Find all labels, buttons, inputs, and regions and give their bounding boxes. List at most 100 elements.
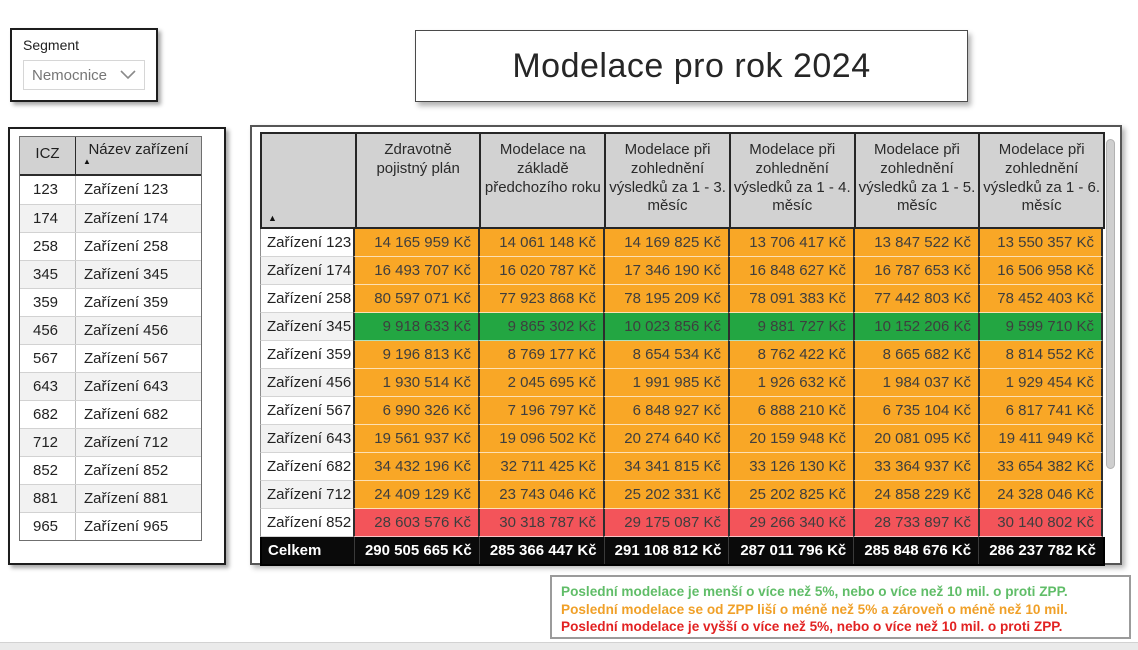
matrix-row-label[interactable]: Zařízení 345	[260, 313, 353, 341]
matrix-cell[interactable]: 14 169 825 Kč	[603, 229, 728, 257]
matrix-cell[interactable]: 8 769 177 Kč	[478, 341, 603, 369]
matrix-cell[interactable]: 25 202 331 Kč	[603, 481, 728, 509]
matrix-cell[interactable]: 7 196 797 Kč	[478, 397, 603, 425]
facility-row[interactable]: 258 Zařízení 258	[20, 232, 201, 260]
matrix-cell[interactable]: 30 318 787 Kč	[478, 509, 603, 537]
matrix-cell[interactable]: 78 195 209 Kč	[603, 285, 728, 313]
matrix-cell[interactable]: 20 159 948 Kč	[728, 425, 853, 453]
matrix-row-label[interactable]: Zařízení 567	[260, 397, 353, 425]
matrix-cell[interactable]: 19 411 949 Kč	[978, 425, 1103, 453]
matrix-cell[interactable]: 9 599 710 Kč	[978, 313, 1103, 341]
matrix-cell[interactable]: 14 061 148 Kč	[478, 229, 603, 257]
facility-row[interactable]: 965 Zařízení 965	[20, 512, 201, 540]
matrix-col-header[interactable]: Modelace při zohlednění výsledků za 1 - …	[728, 134, 854, 227]
matrix-cell[interactable]: 17 346 190 Kč	[603, 257, 728, 285]
matrix-cell[interactable]: 29 175 087 Kč	[603, 509, 728, 537]
matrix-row-label[interactable]: Zařízení 258	[260, 285, 353, 313]
matrix-cell[interactable]: 1 926 632 Kč	[728, 369, 853, 397]
facility-row[interactable]: 359 Zařízení 359	[20, 288, 201, 316]
matrix-cell[interactable]: 25 202 825 Kč	[728, 481, 853, 509]
matrix-cell[interactable]: 34 432 196 Kč	[353, 453, 478, 481]
matrix-cell[interactable]: 13 706 417 Kč	[728, 229, 853, 257]
matrix-cell[interactable]: 77 923 868 Kč	[478, 285, 603, 313]
matrix-cell[interactable]: 9 881 727 Kč	[728, 313, 853, 341]
matrix-cell[interactable]: 8 654 534 Kč	[603, 341, 728, 369]
matrix-cell[interactable]: 1 991 985 Kč	[603, 369, 728, 397]
matrix-cell[interactable]: 78 452 403 Kč	[978, 285, 1103, 313]
facility-row[interactable]: 174 Zařízení 174	[20, 204, 201, 232]
facility-header-icz[interactable]: ICZ	[35, 145, 60, 162]
matrix-cell[interactable]: 80 597 071 Kč	[353, 285, 478, 313]
matrix-cell[interactable]: 16 020 787 Kč	[478, 257, 603, 285]
matrix-cell[interactable]: 33 364 937 Kč	[853, 453, 978, 481]
matrix-cell[interactable]: 29 266 340 Kč	[728, 509, 853, 537]
matrix-col-header[interactable]: Modelace při zohlednění výsledků za 1 - …	[853, 134, 979, 227]
matrix-cell[interactable]: 8 814 552 Kč	[978, 341, 1103, 369]
matrix-cell[interactable]: 20 274 640 Kč	[603, 425, 728, 453]
matrix-cell[interactable]: 24 409 129 Kč	[353, 481, 478, 509]
facility-row[interactable]: 567 Zařízení 567	[20, 344, 201, 372]
matrix-cell[interactable]: 6 888 210 Kč	[728, 397, 853, 425]
matrix-cell[interactable]: 13 847 522 Kč	[853, 229, 978, 257]
matrix-cell[interactable]: 1 984 037 Kč	[853, 369, 978, 397]
facility-row[interactable]: 456 Zařízení 456	[20, 316, 201, 344]
matrix-cell[interactable]: 6 735 104 Kč	[853, 397, 978, 425]
matrix-corner-cell[interactable]: ▲	[262, 134, 355, 227]
facility-row[interactable]: 852 Zařízení 852	[20, 456, 201, 484]
matrix-cell[interactable]: 8 665 682 Kč	[853, 341, 978, 369]
matrix-col-header[interactable]: Zdravotně pojistný plán	[354, 134, 480, 227]
matrix-cell[interactable]: 8 762 422 Kč	[728, 341, 853, 369]
matrix-cell[interactable]: 24 328 046 Kč	[978, 481, 1103, 509]
matrix-cell[interactable]: 16 787 653 Kč	[853, 257, 978, 285]
matrix-cell[interactable]: 9 918 633 Kč	[353, 313, 478, 341]
matrix-cell[interactable]: 13 550 357 Kč	[978, 229, 1103, 257]
matrix-cell[interactable]: 28 733 897 Kč	[853, 509, 978, 537]
matrix-cell[interactable]: 23 743 046 Kč	[478, 481, 603, 509]
matrix-cell[interactable]: 6 848 927 Kč	[603, 397, 728, 425]
matrix-cell[interactable]: 2 045 695 Kč	[478, 369, 603, 397]
facility-row[interactable]: 682 Zařízení 682	[20, 400, 201, 428]
matrix-cell[interactable]: 16 493 707 Kč	[353, 257, 478, 285]
matrix-cell[interactable]: 6 817 741 Kč	[978, 397, 1103, 425]
matrix-cell[interactable]: 19 096 502 Kč	[478, 425, 603, 453]
matrix-row-label[interactable]: Zařízení 682	[260, 453, 353, 481]
matrix-row-label[interactable]: Zařízení 123	[260, 229, 353, 257]
matrix-cell[interactable]: 28 603 576 Kč	[353, 509, 478, 537]
matrix-cell[interactable]: 78 091 383 Kč	[728, 285, 853, 313]
matrix-cell[interactable]: 77 442 803 Kč	[853, 285, 978, 313]
matrix-cell[interactable]: 1 929 454 Kč	[978, 369, 1103, 397]
matrix-row-label[interactable]: Zařízení 174	[260, 257, 353, 285]
matrix-cell[interactable]: 6 990 326 Kč	[353, 397, 478, 425]
matrix-scrollbar-thumb[interactable]	[1106, 139, 1115, 469]
matrix-cell[interactable]: 30 140 802 Kč	[978, 509, 1103, 537]
matrix-cell[interactable]: 32 711 425 Kč	[478, 453, 603, 481]
facility-row[interactable]: 881 Zařízení 881	[20, 484, 201, 512]
matrix-cell[interactable]: 9 196 813 Kč	[353, 341, 478, 369]
matrix-cell[interactable]: 24 858 229 Kč	[853, 481, 978, 509]
matrix-cell[interactable]: 19 561 937 Kč	[353, 425, 478, 453]
matrix-col-header[interactable]: Modelace na základě předchozího roku	[479, 134, 604, 227]
matrix-row-label[interactable]: Zařízení 359	[260, 341, 353, 369]
matrix-cell[interactable]: 16 506 958 Kč	[978, 257, 1103, 285]
matrix-cell[interactable]: 33 126 130 Kč	[728, 453, 853, 481]
matrix-cell[interactable]: 20 081 095 Kč	[853, 425, 978, 453]
facility-row[interactable]: 345 Zařízení 345	[20, 260, 201, 288]
matrix-cell[interactable]: 34 341 815 Kč	[603, 453, 728, 481]
matrix-row-label[interactable]: Zařízení 643	[260, 425, 353, 453]
matrix-cell[interactable]: 33 654 382 Kč	[978, 453, 1103, 481]
facility-header-name[interactable]: Název zařízení ▲	[75, 137, 201, 174]
matrix-cell[interactable]: 9 865 302 Kč	[478, 313, 603, 341]
matrix-cell[interactable]: 10 152 206 Kč	[853, 313, 978, 341]
matrix-cell[interactable]: 10 023 856 Kč	[603, 313, 728, 341]
matrix-cell[interactable]: 14 165 959 Kč	[353, 229, 478, 257]
facility-row[interactable]: 123 Zařízení 123	[20, 176, 201, 204]
matrix-cell[interactable]: 16 848 627 Kč	[728, 257, 853, 285]
matrix-row-label[interactable]: Zařízení 712	[260, 481, 353, 509]
matrix-col-header[interactable]: Modelace při zohlednění výsledků za 1 - …	[604, 134, 729, 227]
segment-dropdown[interactable]: Nemocnice	[23, 60, 145, 90]
facility-row[interactable]: 643 Zařízení 643	[20, 372, 201, 400]
matrix-row-label[interactable]: Zařízení 456	[260, 369, 353, 397]
facility-row[interactable]: 712 Zařízení 712	[20, 428, 201, 456]
matrix-row-label[interactable]: Zařízení 852	[260, 509, 353, 537]
matrix-cell[interactable]: 1 930 514 Kč	[353, 369, 478, 397]
